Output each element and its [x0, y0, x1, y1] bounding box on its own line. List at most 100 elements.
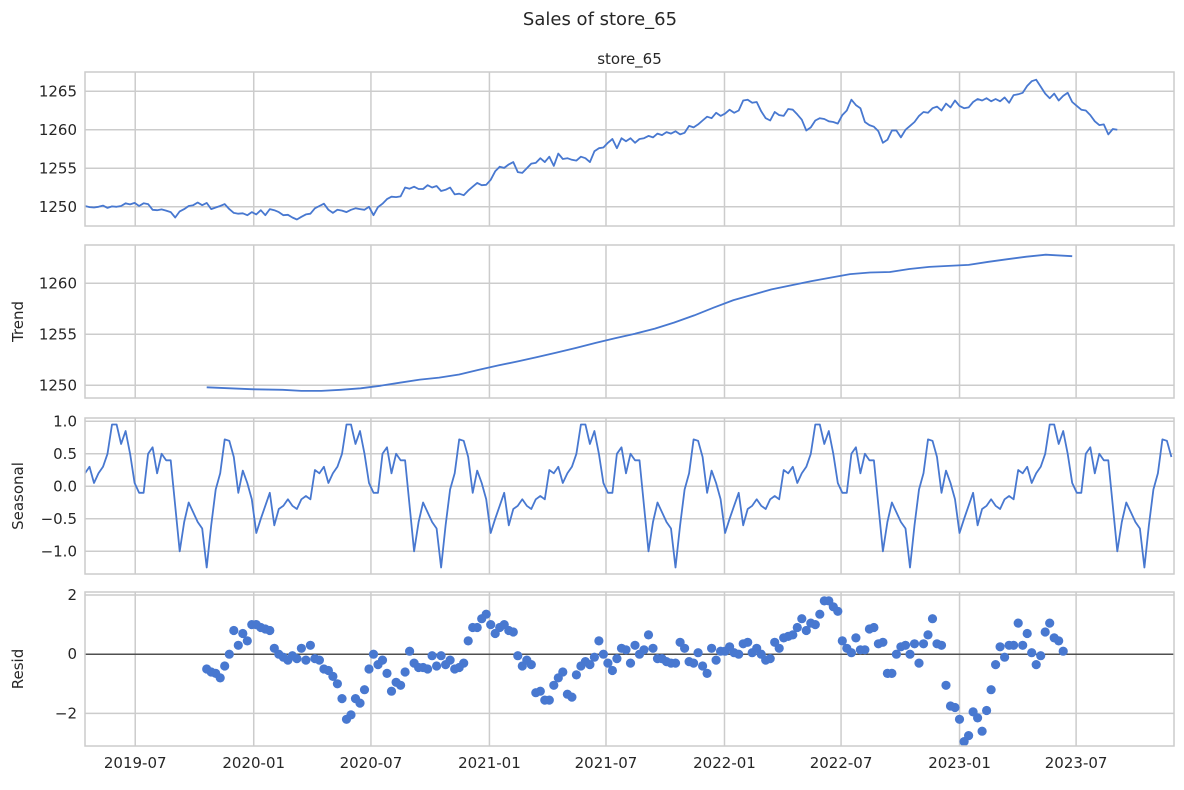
resid-point	[571, 670, 582, 680]
y-tick-label: 1.0	[53, 412, 77, 430]
x-tick-label: 2022-07	[810, 754, 873, 772]
resid-point	[1036, 651, 1046, 661]
resid-point	[594, 636, 604, 646]
y-tick-label: 1255	[39, 325, 77, 343]
seasonal-panel: −1.0 −0.5 0.0 0.5 1.0 Seasonal	[9, 412, 1175, 575]
resid-point	[900, 640, 911, 650]
resid-point	[891, 649, 902, 659]
observed-data	[85, 78, 1118, 221]
resid-point	[936, 640, 947, 650]
resid-point	[648, 643, 658, 653]
resid-point	[1013, 618, 1023, 628]
resid-point	[224, 649, 234, 659]
resid-point	[982, 705, 992, 716]
resid-point	[887, 668, 897, 679]
x-tick-label: 2020-01	[222, 754, 285, 772]
resid-point	[486, 620, 496, 630]
resid-point	[639, 645, 649, 655]
resid-point	[481, 609, 491, 619]
resid-point	[860, 645, 870, 655]
resid-point	[1058, 646, 1068, 656]
y-tick-label: −0.5	[41, 510, 77, 528]
resid-point	[296, 643, 306, 653]
resid-point	[400, 667, 410, 677]
resid-point	[986, 685, 996, 695]
resid-point	[535, 686, 545, 696]
y-tick-label: 1265	[39, 82, 77, 100]
resid-point	[238, 628, 248, 639]
y-tick-label: 0.0	[53, 477, 77, 495]
resid-point	[973, 713, 983, 723]
resid-point	[423, 664, 433, 674]
resid-point	[950, 702, 960, 713]
resid-point	[693, 648, 703, 658]
resid-point	[463, 636, 473, 646]
resid-point	[1040, 627, 1050, 637]
resid-point	[301, 655, 311, 665]
trend-line	[206, 253, 1073, 392]
resid-point	[923, 630, 933, 640]
resid-point	[603, 658, 613, 668]
resid-point	[396, 680, 406, 690]
axes-frame	[84, 417, 1175, 575]
y-tick-label: 1255	[39, 159, 77, 177]
resid-point	[792, 622, 802, 633]
resid-point	[743, 637, 753, 647]
resid-point	[215, 673, 225, 683]
y-tick-label: 1260	[39, 274, 77, 292]
y-tick-label: 0	[67, 645, 77, 663]
resid-point	[1054, 636, 1064, 646]
trend-data	[206, 253, 1073, 392]
resid-point	[927, 614, 938, 624]
resid-point	[558, 667, 568, 677]
resid-point	[801, 625, 811, 636]
resid-point	[567, 692, 577, 702]
resid-point	[598, 649, 609, 659]
resid-point	[328, 671, 338, 682]
resid-point	[837, 636, 847, 646]
resid-point	[680, 643, 690, 653]
resid-point	[689, 658, 699, 668]
y-axis-label: Trend	[9, 301, 27, 343]
resid-point	[734, 649, 744, 659]
resid-point	[346, 710, 356, 720]
resid-point	[905, 649, 915, 659]
resid-point	[711, 655, 721, 665]
resid-point	[233, 640, 243, 650]
resid-point	[513, 651, 523, 661]
resid-point	[589, 652, 600, 662]
resid-point	[797, 614, 807, 624]
resid-point	[1000, 652, 1010, 662]
resid-point	[544, 695, 554, 705]
resid-point	[242, 636, 252, 646]
figure-title: Sales of store_65	[523, 9, 677, 30]
resid-panel: −2 0 2 Resid	[9, 586, 1175, 747]
x-tick-label: 2023-07	[1045, 754, 1108, 772]
y-tick-label: 1250	[39, 376, 77, 394]
resid-point	[427, 651, 437, 661]
resid-point	[607, 665, 618, 676]
resid-point	[359, 685, 370, 695]
resid-point	[292, 654, 302, 664]
seasonal-line	[85, 423, 1173, 569]
resid-point	[707, 643, 717, 653]
y-tick-label: −1.0	[41, 542, 77, 560]
resid-point	[670, 658, 681, 668]
resid-point	[386, 686, 397, 696]
resid-point	[364, 664, 374, 674]
resid-point	[914, 658, 924, 668]
observed-panel: 1250 1255 1260 1265 store_65	[39, 50, 1175, 227]
seasonal-data	[85, 423, 1173, 569]
resid-point	[810, 620, 820, 630]
resid-point	[702, 668, 712, 679]
resid-point	[625, 658, 636, 668]
y-tick-label: 2	[67, 586, 77, 604]
resid-point	[337, 694, 347, 704]
resid-point	[377, 655, 388, 665]
resid-point	[526, 660, 536, 670]
resid-point	[1022, 628, 1032, 639]
resid-point	[1027, 648, 1037, 658]
resid-point	[1045, 618, 1055, 628]
resid-point	[585, 660, 595, 670]
